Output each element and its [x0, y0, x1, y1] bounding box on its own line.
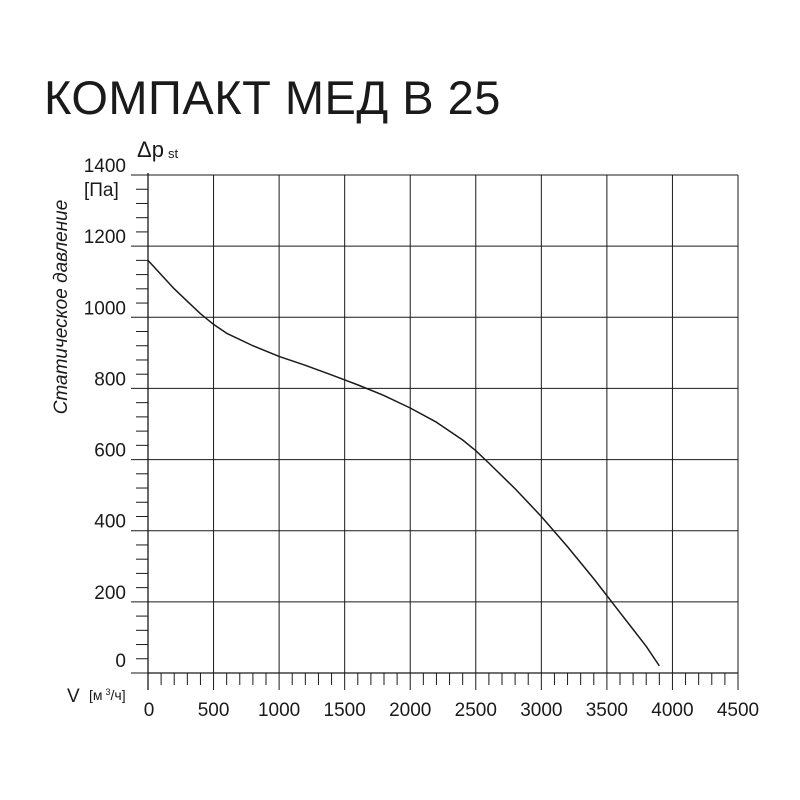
x-tick-label: 2000	[389, 700, 431, 721]
grid	[148, 174, 739, 673]
y-tick-label: 1200	[84, 227, 126, 248]
y-symbol-sub: st	[168, 146, 179, 161]
y-tick-labels: 0 200 400 600 800 1000 1200 1400	[84, 156, 126, 672]
curves	[147, 259, 660, 667]
y-tick-label: 200	[94, 583, 126, 604]
chart-title: КОМПАКТ МЕД В 25	[44, 71, 501, 124]
y-tick-label: 1400	[84, 156, 126, 177]
x-tick-label: 500	[198, 700, 230, 721]
x-tick-label: 2500	[455, 700, 497, 721]
x-tick-label: 0	[144, 700, 155, 721]
x-tick-label: 3000	[520, 700, 562, 721]
y-tick-label: 600	[94, 441, 126, 462]
y-axis-label: Статическое давление	[51, 200, 72, 415]
series-line-0	[147, 259, 660, 667]
y-symbol: Δp st	[137, 137, 178, 162]
y-tick-label: 800	[94, 369, 126, 390]
x-tick-label: 1000	[258, 700, 300, 721]
minor-ticks	[131, 174, 739, 690]
x-unit-tail: /ч]	[111, 687, 126, 703]
axes	[147, 173, 739, 690]
y-tick-label: 0	[115, 651, 126, 672]
x-tick-label: 1500	[324, 700, 366, 721]
x-axis-symbol: V	[67, 686, 80, 707]
y-symbol-main: Δp	[137, 137, 164, 162]
x-tick-label: 4500	[717, 700, 759, 721]
y-tick-label: 1000	[84, 298, 126, 319]
x-unit-sup: 3	[106, 687, 111, 697]
x-unit-base: [м	[89, 687, 103, 703]
x-tick-labels: 0 500 1000 1500 2000 2500 3000 3500 4000 4500	[144, 700, 759, 721]
y-unit-label: [Па]	[84, 180, 119, 201]
x-tick-label: 4000	[651, 700, 693, 721]
x-axis-unit: [м 3/ч]	[89, 687, 126, 703]
y-tick-label: 400	[94, 512, 126, 533]
x-tick-label: 3500	[586, 700, 628, 721]
